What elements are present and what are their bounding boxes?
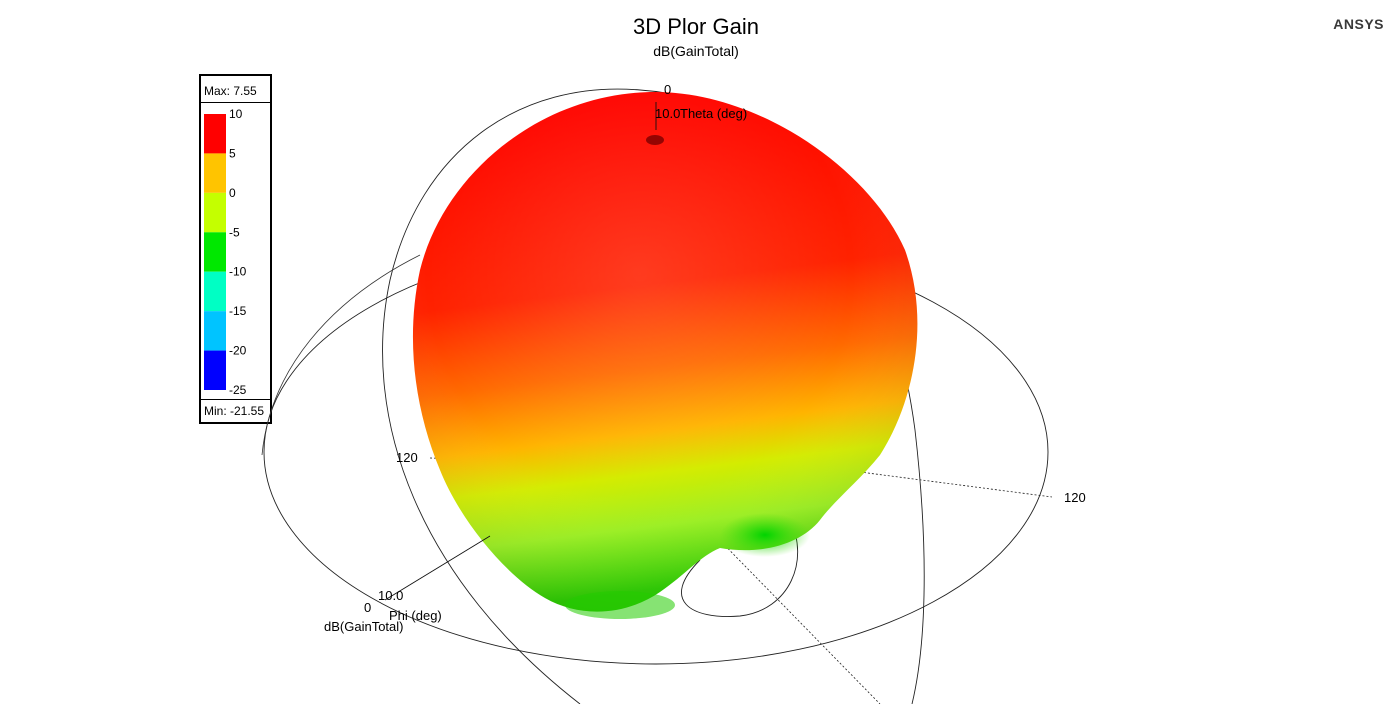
- theta-zero-tick: 0: [664, 82, 671, 97]
- phi-radius-tick: 10.0: [378, 588, 403, 603]
- z-axis-down: [699, 519, 881, 704]
- phi-axis-marker: [384, 535, 491, 601]
- color-scale-band: [204, 192, 226, 233]
- color-scale-band: [204, 232, 226, 272]
- chart-subtitle: dB(GainTotal): [653, 43, 739, 59]
- color-scale-tick: -10: [229, 265, 247, 279]
- theta-radius-tick: 10.0: [655, 106, 680, 121]
- radiation-pattern-surface: [412, 92, 918, 619]
- color-scale-band: [204, 311, 226, 351]
- legend-max-label: Max: 7.55: [201, 80, 270, 103]
- color-scale-tick: -25: [229, 383, 247, 397]
- color-scale-tick: 0: [229, 186, 236, 200]
- phi-plane-back-arc: [261, 254, 421, 456]
- color-scale-legend: Max: 7.55 10 5 0 -5 -10 -15 -20 -25 Min: -21.55: [199, 74, 272, 424]
- theta-plane-circle: [382, 88, 925, 704]
- phi-120-left-tick: 120: [396, 450, 418, 465]
- gain-axis-label: dB(GainTotal): [324, 619, 403, 634]
- phi-zero-tick: 0: [364, 600, 371, 615]
- chart-title: 3D Plor Gain: [633, 14, 759, 39]
- phi-axis-label: Phi (deg): [389, 608, 442, 623]
- color-scale-tick: -5: [229, 225, 240, 239]
- phi-120-right-tick: 120: [1064, 490, 1086, 505]
- ansys-logo: ANSYS: [1333, 16, 1384, 32]
- phi-inner-arc: [681, 519, 799, 617]
- color-scale-band: [204, 271, 226, 312]
- color-scale-tick: 5: [229, 146, 236, 160]
- color-scale-tick: -20: [229, 344, 247, 358]
- color-scale-band: [204, 350, 226, 390]
- color-scale-bar: 10 5 0 -5 -10 -15 -20 -25: [204, 107, 247, 397]
- phi-axis-120-right: [859, 471, 1053, 498]
- color-scale-tick: -15: [229, 304, 247, 318]
- color-scale-band: [204, 114, 226, 154]
- legend-min-label: Min: -21.55: [201, 399, 270, 422]
- color-scale-tick: 10: [229, 107, 243, 121]
- color-scale-band: [204, 153, 226, 193]
- theta-axis-label: Theta (deg): [680, 106, 747, 121]
